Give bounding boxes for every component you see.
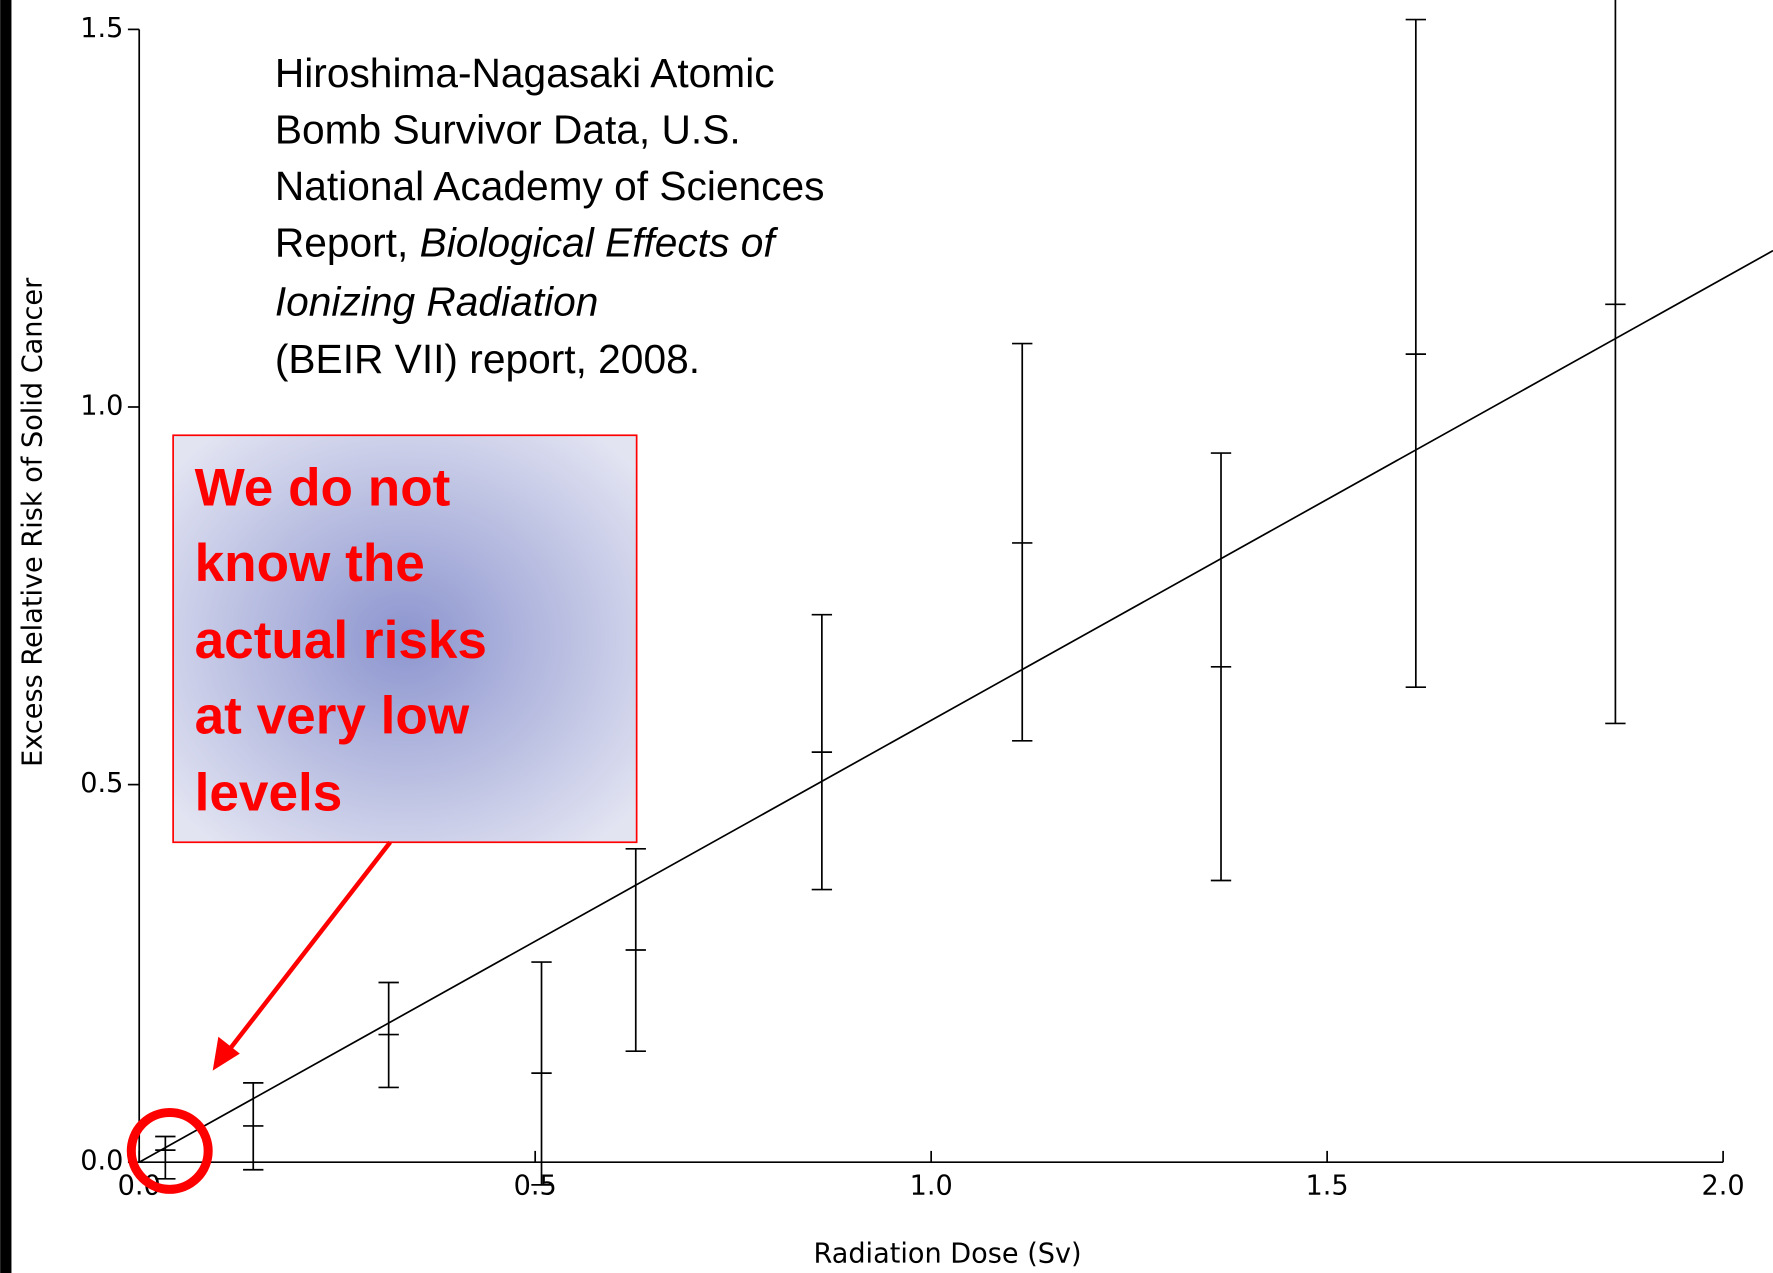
callout-line: levels <box>195 764 343 823</box>
citation-line: Report, Biological Effects of <box>275 220 778 266</box>
citation: Hiroshima-Nagasaki Atomic Bomb Survivor … <box>275 50 825 382</box>
y-tick-label: 0.0 <box>80 1146 123 1177</box>
x-tick-label: 1.5 <box>1306 1171 1349 1202</box>
callout-arrow <box>224 840 392 1056</box>
x-tick-label: 1.0 <box>910 1171 953 1202</box>
citation-line: Hiroshima-Nagasaki Atomic <box>275 50 775 96</box>
fit-line <box>138 249 1773 1163</box>
left-strip <box>0 0 12 1273</box>
callout-line: know the <box>195 534 425 593</box>
citation-title: Biological Effects of <box>420 220 779 266</box>
callout-line: at very low <box>195 687 470 746</box>
x-tick-label: 0.5 <box>514 1171 557 1202</box>
x-axis-label: Radiation Dose (Sv) <box>813 1238 1081 1269</box>
callout-line: actual risks <box>195 611 487 670</box>
highlight-circle <box>126 1107 213 1194</box>
y-tick-label: 0.5 <box>80 768 123 799</box>
y-tick-label: 1.0 <box>80 390 123 421</box>
callout-line: We do not <box>195 458 451 517</box>
plot-area: 0.00.51.01.50.0 0.5 1.0 1.5 2.0 <box>80 0 1773 1202</box>
y-axis-label: Excess Relative Risk of Solid Cancer <box>18 277 49 767</box>
y-tick-label: 1.5 <box>80 13 123 44</box>
citation-line: Bomb Survivor Data, U.S. <box>275 107 741 153</box>
citation-text: Report, <box>275 220 420 266</box>
callout-text: We do not know the actual risks at very … <box>195 458 487 822</box>
citation-line: National Academy of Sciences <box>275 163 825 209</box>
callout-box <box>172 434 638 844</box>
citation-title: Ionizing Radiation <box>275 278 598 324</box>
x-tick-label: 2.0 <box>1702 1171 1745 1202</box>
citation-line: (BEIR VII) report, 2008. <box>275 336 700 382</box>
arrow-head <box>212 1036 240 1071</box>
